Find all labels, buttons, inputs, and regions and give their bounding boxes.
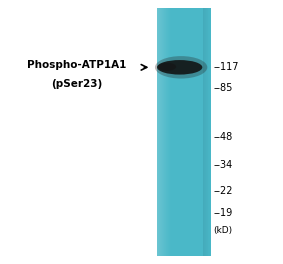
Text: --117: --117: [214, 62, 239, 72]
Bar: [158, 8, 159, 256]
Bar: [161, 8, 162, 256]
Ellipse shape: [157, 60, 202, 74]
Ellipse shape: [155, 56, 207, 79]
Text: --22: --22: [214, 186, 233, 196]
Bar: [166, 8, 167, 256]
Bar: [209, 8, 210, 256]
Bar: [207, 8, 208, 256]
Bar: [204, 8, 205, 256]
Bar: [167, 8, 168, 256]
Ellipse shape: [158, 63, 176, 71]
Bar: [203, 8, 204, 256]
Bar: [159, 8, 160, 256]
Bar: [208, 8, 209, 256]
Bar: [205, 8, 206, 256]
Bar: [206, 8, 207, 256]
Bar: [162, 8, 163, 256]
Bar: [157, 8, 211, 256]
Bar: [169, 8, 170, 256]
Text: --48: --48: [214, 132, 233, 142]
Text: (pSer23): (pSer23): [51, 79, 102, 89]
Bar: [160, 8, 161, 256]
Bar: [210, 8, 211, 256]
Text: --34: --34: [214, 160, 233, 170]
Text: --19: --19: [214, 208, 233, 218]
Text: --85: --85: [214, 83, 233, 93]
Bar: [164, 8, 165, 256]
Bar: [168, 8, 169, 256]
Bar: [157, 8, 158, 256]
Text: Phospho-ATP1A1: Phospho-ATP1A1: [27, 60, 126, 70]
Bar: [165, 8, 166, 256]
Bar: [163, 8, 164, 256]
Text: (kD): (kD): [214, 227, 233, 235]
